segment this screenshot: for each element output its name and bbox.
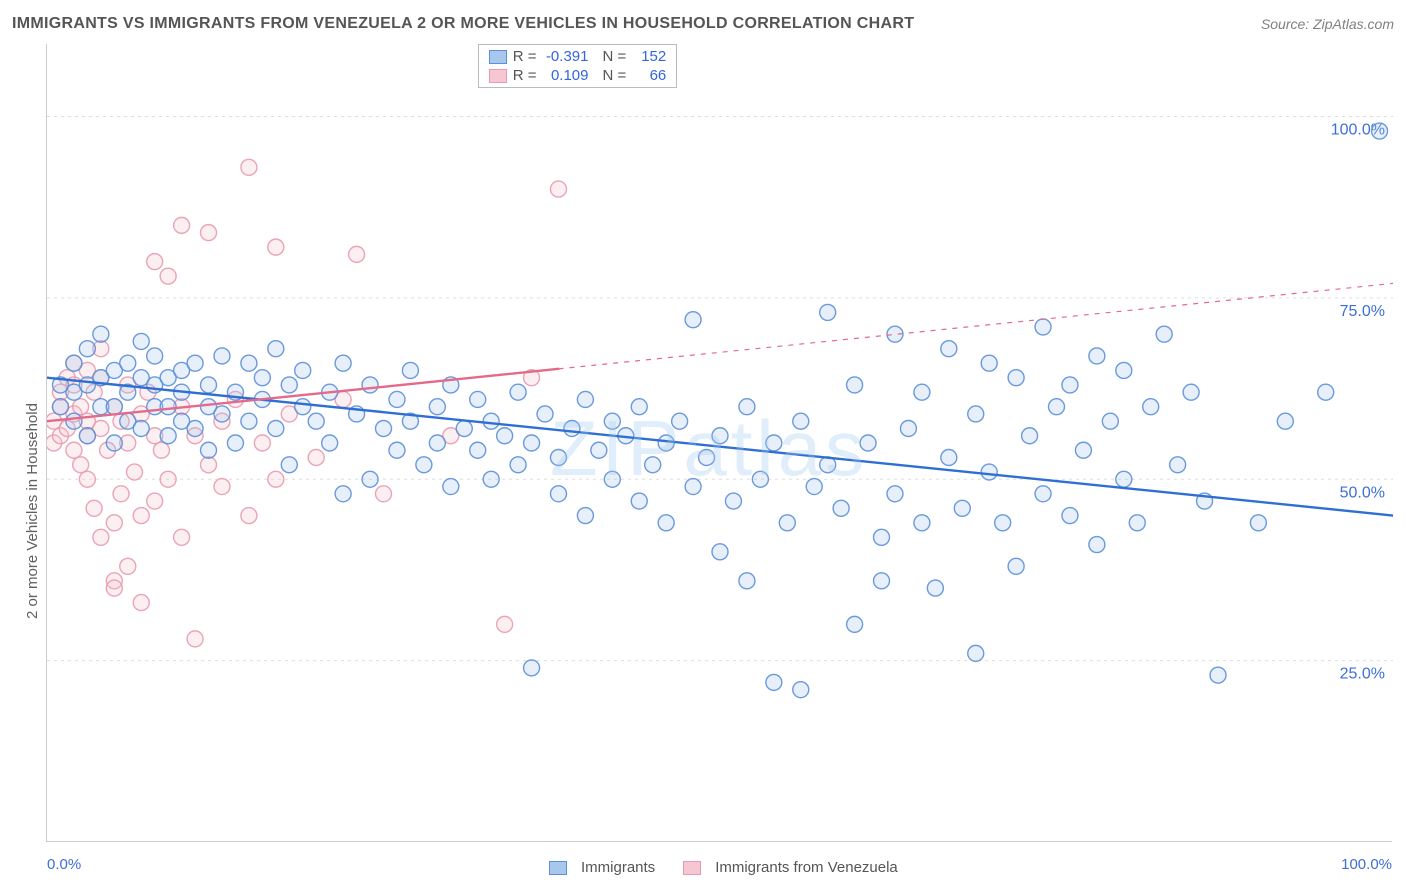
stat-label: R = (513, 67, 537, 84)
stat-label: N = (602, 48, 626, 65)
legend-swatch (683, 861, 701, 875)
stat-label: R = (513, 48, 537, 65)
legend-stats-row: R = 0.109 N = 66 (479, 66, 677, 85)
x-axis-label: 0.0% (47, 856, 81, 873)
stat-n-value: 66 (632, 67, 666, 84)
y-grid-label: 25.0% (1340, 666, 1385, 683)
stat-n-value: 152 (632, 48, 666, 65)
stat-r-value: 0.109 (542, 67, 588, 84)
title-bar: IMMIGRANTS VS IMMIGRANTS FROM VENEZUELA … (12, 10, 1394, 38)
legend-swatch (549, 861, 567, 875)
legend-label: Immigrants (581, 859, 655, 876)
chart-title: IMMIGRANTS VS IMMIGRANTS FROM VENEZUELA … (12, 15, 914, 33)
legend-swatch (489, 50, 507, 64)
chart-source: Source: ZipAtlas.com (1261, 16, 1394, 32)
plot-area: 25.0%50.0%75.0%100.0% ZIPatlas R =-0.391… (46, 44, 1392, 842)
legend-swatch (489, 69, 507, 83)
x-axis-label: 100.0% (1341, 856, 1392, 873)
legend-label: Immigrants from Venezuela (715, 859, 898, 876)
bottom-legend: Immigrants Immigrants from Venezuela (549, 859, 912, 876)
y-grid-label: 75.0% (1340, 303, 1385, 320)
y-axis-label: 2 or more Vehicles in Household (24, 403, 41, 619)
legend-stats-row: R = -0.391 N = 152 (479, 47, 677, 66)
y-grid-label: 50.0% (1340, 484, 1385, 501)
chart-svg: 25.0%50.0%75.0%100.0% (47, 44, 1393, 842)
stat-label: N = (602, 67, 626, 84)
stat-r-value: -0.391 (542, 48, 588, 65)
legend-stats: R = -0.391 N = 152 R = 0.109 N = 66 (478, 44, 678, 88)
